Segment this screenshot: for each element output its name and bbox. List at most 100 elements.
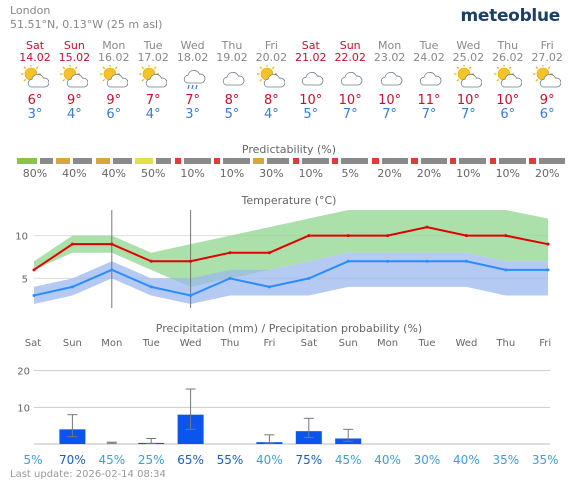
predictability-value: 80% — [22, 167, 48, 180]
predictability-item: 50% — [133, 158, 173, 180]
min-temperature: 6° — [500, 107, 516, 122]
max-temperature-point — [425, 225, 429, 229]
min-temperature: 5° — [303, 107, 319, 122]
max-temperature-line — [33, 226, 549, 271]
day-column[interactable]: Fri 27.02 9° 6° — [528, 40, 566, 122]
predictability-item: 30% — [251, 158, 291, 180]
min-temperature-point — [546, 268, 550, 272]
day-name: Mon — [102, 39, 126, 52]
predictability-value: 40% — [101, 167, 127, 180]
day-column[interactable]: Thu 19.02 8° 5° — [213, 40, 251, 122]
max-temperature-point — [504, 234, 508, 238]
sun-cloud-icon — [493, 65, 522, 88]
predictability-bar — [292, 158, 329, 164]
precip-day-label: Wed — [455, 338, 477, 349]
max-temperature: 9° — [539, 93, 555, 108]
predictability-item: 20% — [370, 158, 410, 180]
predictability-row: 80% 40% 40% 50% 10% 10% 30% 10% 5% 20% 20% 10% 10% 20… — [0, 158, 578, 188]
precip-day-label: Tue — [142, 338, 160, 349]
day-column[interactable]: Tue 24.02 11° 7° — [410, 40, 448, 122]
precip-day-label: Mon — [101, 338, 122, 349]
day-name: Wed — [456, 39, 481, 52]
precipitation-probability: 55% — [216, 453, 244, 467]
min-temperature-point — [110, 268, 114, 272]
precip-day-label: Mon — [377, 338, 398, 349]
min-temperature-point — [228, 276, 232, 280]
day-column[interactable]: Mon 23.02 10° 7° — [371, 40, 409, 122]
day-date: 24.02 — [413, 51, 445, 64]
max-temperature: 8° — [264, 93, 279, 108]
day-column[interactable]: Wed 18.02 7° 3° — [174, 40, 212, 122]
predictability-item: 10% — [212, 158, 252, 180]
day-name: Sat — [25, 39, 45, 52]
min-temperature: 7° — [382, 107, 397, 122]
y-tick-label: 10 — [17, 403, 30, 414]
day-column[interactable]: Sat 14.02 6° 3° — [16, 40, 54, 122]
predictability-item: 40% — [54, 158, 94, 180]
precip-day-label: Fri — [263, 338, 275, 349]
max-temperature-point — [307, 234, 311, 238]
max-temperature: 10° — [456, 93, 480, 108]
cloud-icon — [222, 71, 245, 86]
min-temperature-point — [504, 268, 508, 272]
max-temperature: 6° — [27, 93, 43, 108]
day-name: Sun — [63, 39, 85, 52]
location-coords: 51.51°N, 0.13°W (25 m asl) — [10, 18, 163, 31]
predictability-bar — [214, 158, 250, 164]
precipitation-probability: 45% — [98, 453, 126, 467]
max-temperature-point — [189, 259, 193, 263]
temperature-range-band — [34, 252, 548, 304]
predictability-item: 10% — [173, 158, 213, 180]
precipitation-probability: 75% — [295, 453, 323, 467]
day-name: Tue — [143, 39, 163, 52]
precipitation-probability: 40% — [374, 453, 401, 467]
max-temperature: 7° — [145, 93, 161, 108]
cloud-icon — [419, 71, 442, 86]
min-temperature-point — [386, 259, 390, 263]
sun-cloud-icon — [533, 65, 562, 88]
day-date: 26.02 — [492, 51, 524, 64]
predictability-bar — [174, 158, 211, 164]
day-column[interactable]: Thu 26.02 10° 6° — [489, 40, 527, 122]
sun-cloud-icon — [139, 65, 168, 88]
predictability-item: 20% — [527, 158, 567, 180]
day-column[interactable]: Fri 20.02 8° 4° — [252, 40, 290, 122]
day-name: Thu — [497, 39, 519, 52]
predictability-value: 10% — [456, 167, 481, 180]
max-temperature: 10° — [378, 93, 402, 108]
predictability-item: 20% — [409, 158, 449, 180]
day-column[interactable]: Sun 15.02 9° 4° — [55, 40, 93, 122]
day-name: Wed — [180, 39, 205, 52]
precipitation-probability: 40% — [453, 453, 480, 467]
sun-cloud-icon — [257, 65, 286, 88]
precip-day-label: Sat — [301, 338, 317, 349]
predictability-value: 20% — [534, 167, 560, 180]
predictability-value: 20% — [416, 167, 442, 180]
max-temperature-point — [70, 242, 74, 246]
predictability-item: 5% — [330, 158, 370, 180]
day-column[interactable]: Wed 25.02 10° 7° — [449, 40, 487, 122]
day-column[interactable]: Sat 21.02 10° 5° — [292, 40, 330, 122]
y-tick-label: 5 — [22, 274, 28, 285]
day-date: 18.02 — [176, 51, 209, 64]
day-column[interactable]: Mon 16.02 9° 6° — [95, 40, 133, 122]
max-temperature: 7° — [185, 93, 200, 108]
predictability-bar — [332, 158, 369, 164]
header: London 51.51°N, 0.13°W (25 m asl) meteob… — [0, 0, 578, 36]
predictability-item: 80% — [15, 158, 55, 180]
min-temperature-point — [346, 259, 350, 263]
day-name: Mon — [377, 39, 402, 52]
brand-logo[interactable]: meteoblue — [460, 6, 560, 26]
predictability-item: 40% — [94, 158, 134, 180]
predictability-value: 5% — [341, 167, 359, 180]
min-temperature-point — [425, 259, 429, 263]
min-temperature: 7° — [342, 107, 358, 122]
day-column[interactable]: Tue 17.02 7° 4° — [134, 40, 172, 122]
predictability-bar — [253, 158, 290, 164]
min-temperature: 4° — [145, 107, 161, 122]
max-temperature: 9° — [67, 93, 82, 108]
day-date: 19.02 — [216, 51, 248, 64]
predictability-value: 50% — [140, 167, 166, 180]
sun-cloud-icon — [21, 65, 49, 88]
day-column[interactable]: Sun 22.02 10° 7° — [331, 40, 369, 122]
